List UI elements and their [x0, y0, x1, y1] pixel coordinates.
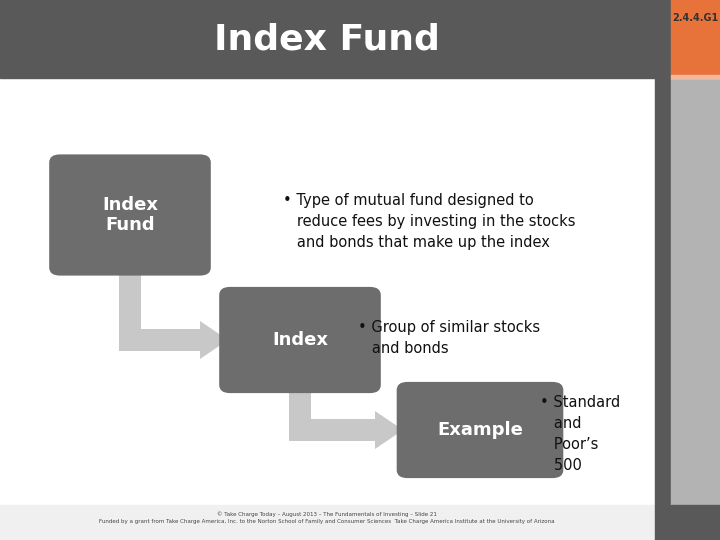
Text: Index: Index [272, 331, 328, 349]
FancyBboxPatch shape [397, 382, 563, 478]
Polygon shape [289, 393, 403, 449]
Bar [0, 505, 655, 540]
Bar [671, 505, 720, 540]
Text: Index Fund: Index Fund [214, 22, 440, 56]
Text: Example: Example [437, 421, 523, 439]
FancyBboxPatch shape [219, 287, 381, 393]
Bar [671, 80, 720, 505]
Text: Index
Fund: Index Fund [102, 195, 158, 234]
FancyBboxPatch shape [49, 154, 211, 275]
Bar [0, 0, 655, 78]
Bar [671, 75, 720, 80]
Text: 2.4.4.G1: 2.4.4.G1 [672, 13, 718, 23]
Bar [671, 0, 720, 75]
Text: • Standard
   and
   Poor’s
   500: • Standard and Poor’s 500 [540, 395, 620, 473]
Bar [655, 0, 671, 540]
Text: • Group of similar stocks
   and bonds: • Group of similar stocks and bonds [358, 320, 540, 356]
Text: © Take Charge Today – August 2013 – The Fundamentals of Investing – Slide 21
Fun: © Take Charge Today – August 2013 – The … [99, 512, 555, 524]
Text: • Type of mutual fund designed to
   reduce fees by investing in the stocks
   a: • Type of mutual fund designed to reduce… [283, 193, 575, 250]
Polygon shape [119, 267, 228, 359]
